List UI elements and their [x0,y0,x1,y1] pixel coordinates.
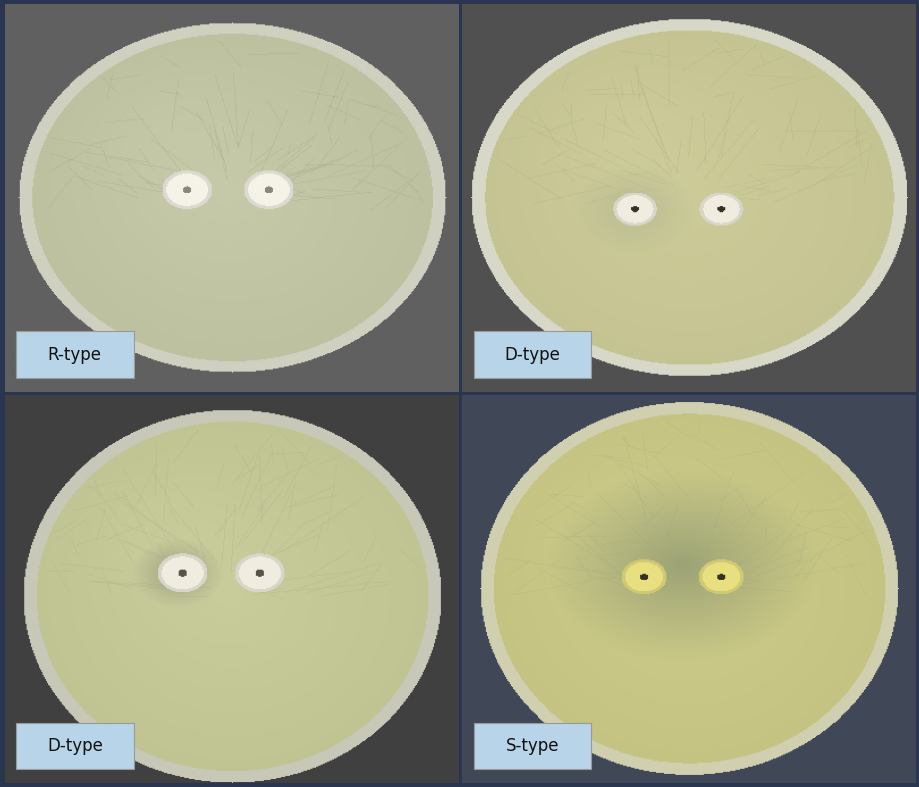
Text: R-type: R-type [48,345,102,364]
Text: D-type: D-type [47,737,103,756]
Text: D-type: D-type [504,345,560,364]
FancyBboxPatch shape [473,331,591,378]
FancyBboxPatch shape [16,723,133,770]
FancyBboxPatch shape [473,723,591,770]
FancyBboxPatch shape [16,331,133,378]
Text: S-type: S-type [505,737,559,756]
